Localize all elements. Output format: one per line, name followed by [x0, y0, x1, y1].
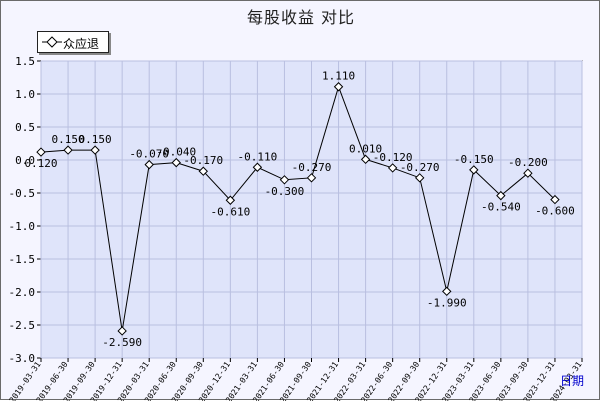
data-point-marker — [387, 163, 398, 173]
data-point-marker — [36, 147, 46, 157]
y-tick-label: 0.5 — [15, 121, 35, 134]
data-point-marker — [442, 286, 452, 297]
data-label: -2.590 — [102, 336, 142, 349]
chart-title: 每股收益 对比 — [246, 8, 356, 27]
data-point-marker — [252, 162, 263, 172]
y-tick-label: -2.5 — [9, 319, 36, 332]
y-tick-label: -3.0 — [9, 352, 36, 365]
data-point-marker — [225, 195, 236, 205]
data-label: -0.120 — [373, 151, 413, 164]
y-tick-label: -2.0 — [9, 286, 36, 299]
data-label: -0.270 — [400, 161, 440, 174]
y-tick-label: 0.0 — [15, 154, 35, 167]
data-point-marker — [469, 165, 479, 175]
data-label: -0.610 — [210, 205, 250, 218]
data-label: 0.120 — [24, 157, 57, 170]
data-point-marker — [198, 166, 209, 176]
data-point-marker — [360, 154, 371, 165]
legend-label: 众应退 — [63, 37, 100, 51]
data-label: -0.270 — [292, 161, 332, 174]
series-line — [40, 85, 556, 332]
data-label: 0.150 — [51, 133, 84, 146]
y-tick-label: -0.5 — [9, 187, 36, 200]
data-label: -0.540 — [481, 201, 521, 214]
data-label: 0.150 — [79, 133, 112, 146]
data-point-marker — [414, 173, 425, 183]
legend: 众应退 — [37, 31, 109, 53]
data-point-marker — [279, 175, 290, 185]
data-label: 1.110 — [322, 70, 355, 83]
data-point-marker — [117, 326, 127, 336]
data-point-marker — [306, 173, 317, 183]
data-label: -0.110 — [238, 150, 278, 163]
data-point-marker — [90, 145, 100, 155]
data-point-marker — [333, 82, 344, 92]
y-tick-label: 1.5 — [15, 55, 35, 68]
y-tick-label: -1.0 — [9, 220, 36, 233]
data-label: -0.300 — [265, 185, 305, 198]
data-point-marker — [523, 168, 533, 178]
y-tick-label: 1.0 — [15, 88, 35, 101]
data-label: -0.150 — [454, 153, 494, 166]
data-point-marker — [171, 157, 181, 168]
data-label: -1.990 — [427, 296, 467, 309]
data-point-marker — [144, 159, 154, 170]
y-tick-label: -1.5 — [9, 253, 36, 266]
data-label: 0.010 — [349, 142, 382, 155]
legend-marker-icon — [42, 36, 62, 48]
data-label: -0.070 — [129, 148, 169, 161]
data-point-marker — [550, 194, 560, 205]
data-label: -0.200 — [508, 156, 548, 169]
data-point-marker — [63, 145, 73, 155]
data-label: -0.600 — [535, 205, 575, 218]
data-point-marker — [496, 190, 506, 201]
x-axis-title: 日期 — [560, 374, 584, 388]
data-label: -0.040 — [156, 146, 196, 159]
data-label: -0.170 — [183, 154, 223, 167]
